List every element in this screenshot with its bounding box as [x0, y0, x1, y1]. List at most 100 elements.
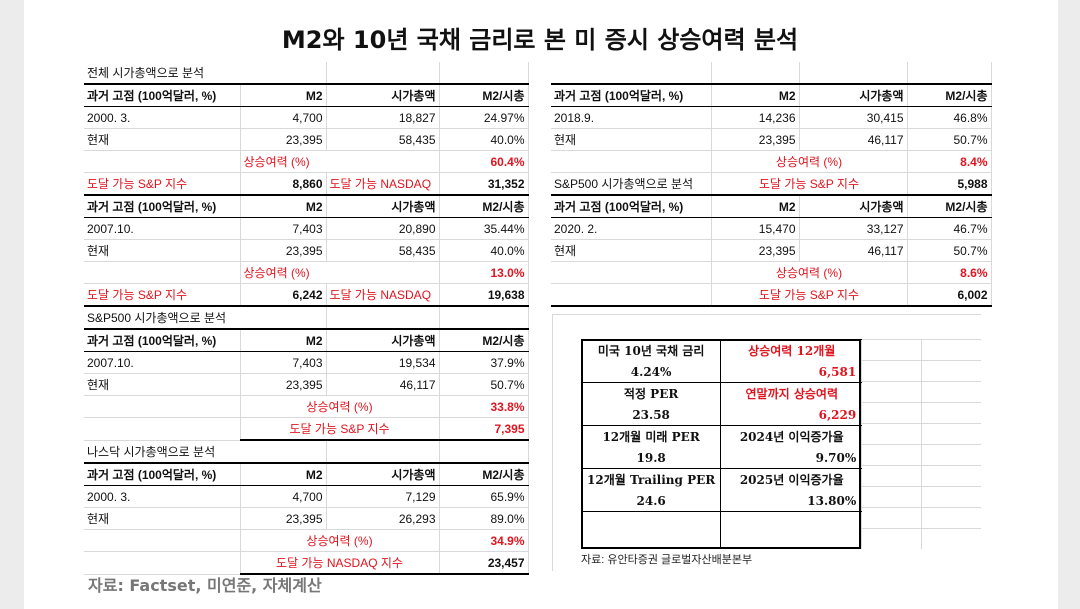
- table-cell: 2018.9.: [551, 106, 712, 129]
- table-cell: 7,403: [240, 217, 327, 240]
- header-cell: 과거 고점 (100억달러, %): [551, 83, 712, 107]
- rate-value: 24.6: [581, 490, 722, 512]
- upside-row: 상승여력 (%) 8.4%: [551, 150, 992, 173]
- reach-label: 도달 가능 S&P 지수: [84, 283, 241, 307]
- table-cell: 23,395: [240, 373, 327, 396]
- table-cell: 현재: [84, 128, 241, 151]
- rate-source: 자료: 유안타증권 글로벌자산배분본부: [581, 554, 753, 566]
- header-cell: 시가총액: [799, 194, 908, 218]
- grid-background: [861, 339, 981, 549]
- table-cell: 33,127: [799, 217, 908, 240]
- upside-label: 상승여력 (%): [711, 150, 908, 173]
- reach-value: 8,860: [240, 172, 327, 196]
- table-cell: 46.8%: [907, 106, 992, 129]
- rate-panel: 미국 10년 국채 금리 상승여력 12개월 4.24% 6,581 적정 PE…: [552, 314, 981, 571]
- header-cell: 과거 고점 (100억달러, %): [84, 194, 241, 218]
- right-table: 과거 고점 (100억달러, %) M2 시가총액 M2/시총 2018.9. …: [551, 62, 992, 307]
- upside-row: 상승여력 (%) 33.8%: [84, 395, 529, 418]
- header-cell: 과거 고점 (100억달러, %): [84, 462, 241, 486]
- header-cell: M2/시총: [907, 83, 992, 107]
- rate-label: 적정 PER: [581, 382, 722, 404]
- section-label: S&P500 시가총액으로 분석: [551, 172, 712, 196]
- table-cell: 4,700: [240, 485, 327, 508]
- table-cell: 23,395: [240, 128, 327, 151]
- reach-value: 6,002: [907, 283, 992, 307]
- table-row: 2000. 3. 4,700 7,129 65.9%: [84, 485, 529, 508]
- table-cell: 46,117: [799, 128, 908, 151]
- table-cell: 2020. 2.: [551, 217, 712, 240]
- table-cell: 2000. 3.: [84, 106, 241, 129]
- table-cell: 89.0%: [439, 507, 529, 530]
- reach-value: 5,988: [907, 172, 992, 196]
- table-cell: 24.97%: [439, 106, 529, 129]
- reach-row: 도달 가능 S&P 지수 6,002: [551, 283, 992, 307]
- upside-value: 60.4%: [439, 150, 529, 173]
- upside-row: 상승여력 (%) 34.9%: [84, 529, 529, 552]
- upside-value: 13.0%: [439, 261, 529, 284]
- table-cell: 23,395: [240, 239, 327, 262]
- header-cell: M2: [240, 83, 327, 107]
- header-cell: M2: [240, 194, 327, 218]
- rate-value: 4.24%: [581, 361, 722, 383]
- header-cell: M2: [711, 194, 800, 218]
- upside-label: 상승여력 (%): [240, 261, 440, 284]
- upside-value: 8.4%: [907, 150, 992, 173]
- source-footer: 자료: Factset, 미연준, 자체계산: [88, 576, 322, 595]
- upside-value: 8.6%: [907, 261, 992, 284]
- upside-row: 상승여력 (%) 60.4%: [84, 150, 529, 173]
- table-row: 현재 23,395 46,117 50.7%: [551, 128, 992, 151]
- rate-value: 6,581: [721, 361, 863, 383]
- table-row: 현재 23,395 46,117 50.7%: [84, 373, 529, 396]
- table-cell: 46.7%: [907, 217, 992, 240]
- upside-label: 상승여력 (%): [240, 395, 440, 418]
- table-cell: 65.9%: [439, 485, 529, 508]
- table-row: 12개월 미래 PER 2024년 이익증가율: [581, 425, 863, 447]
- upside-value: 33.8%: [439, 395, 529, 418]
- table-cell: 현재: [84, 373, 241, 396]
- header-cell: 시가총액: [326, 462, 440, 486]
- section-label: S&P500 시가총액으로 분석: [84, 306, 327, 329]
- reach-row: S&P500 시가총액으로 분석 도달 가능 S&P 지수 5,988: [551, 172, 992, 196]
- header-cell: 시가총액: [326, 194, 440, 218]
- rate-label: 상승여력 12개월: [721, 339, 863, 361]
- table-cell: 현재: [551, 239, 712, 262]
- section-label: 나스닥 시가총액으로 분석: [84, 440, 327, 463]
- upside-label: 상승여력 (%): [711, 261, 908, 284]
- table-cell: 2007.10.: [84, 351, 241, 374]
- table-row: 23.58 6,229: [581, 404, 863, 426]
- rate-value: 19.8: [581, 447, 722, 469]
- table-row: 12개월 Trailing PER 2025년 이익증가율: [581, 468, 863, 490]
- rate-label: 12개월 미래 PER: [581, 425, 722, 447]
- table-row: 현재 23,395 58,435 40.0%: [84, 128, 529, 151]
- rate-label: 2025년 이익증가율: [721, 468, 863, 490]
- rate-value: 23.58: [581, 404, 722, 426]
- reach-label: 도달 가능 NASDAQ 지수: [240, 551, 440, 575]
- left-table: 전체 시가총액으로 분석 과거 고점 (100억달러, %) M2 시가총액 M…: [84, 62, 529, 575]
- reach-value: 31,352: [439, 172, 529, 196]
- header-cell: 시가총액: [799, 83, 908, 107]
- table-row: 2007.10. 7,403 19,534 37.9%: [84, 351, 529, 374]
- table-row: 2000. 3. 4,700 18,827 24.97%: [84, 106, 529, 129]
- table-row: 4.24% 6,581: [581, 361, 863, 383]
- header-cell: M2: [240, 328, 327, 352]
- reach-row: 도달 가능 S&P 지수 7,395: [84, 417, 529, 441]
- table-cell: 46,117: [799, 239, 908, 262]
- table-cell: 46,117: [326, 373, 440, 396]
- table-cell: 2007.10.: [84, 217, 241, 240]
- table-row: 미국 10년 국채 금리 상승여력 12개월: [581, 339, 863, 361]
- table-row: 현재 23,395 26,293 89.0%: [84, 507, 529, 530]
- reach-row: 도달 가능 NASDAQ 지수 23,457: [84, 551, 529, 575]
- rate-value: 9.70%: [721, 447, 863, 469]
- header-cell: 과거 고점 (100억달러, %): [551, 194, 712, 218]
- section-label: 전체 시가총액으로 분석: [84, 62, 327, 84]
- right-table-panel: 과거 고점 (100억달러, %) M2 시가총액 M2/시총 2018.9. …: [551, 62, 992, 307]
- header-cell: M2: [240, 462, 327, 486]
- header-cell: M2/시총: [439, 83, 529, 107]
- reach-value: 23,457: [439, 551, 529, 575]
- table-row: 적정 PER 연말까지 상승여력: [581, 382, 863, 404]
- header-cell: 시가총액: [326, 83, 440, 107]
- reach-label: 도달 가능 S&P 지수: [84, 172, 241, 196]
- left-margin: [0, 0, 24, 609]
- table-row: 현재 23,395 46,117 50.7%: [551, 239, 992, 262]
- header-cell: M2/시총: [439, 328, 529, 352]
